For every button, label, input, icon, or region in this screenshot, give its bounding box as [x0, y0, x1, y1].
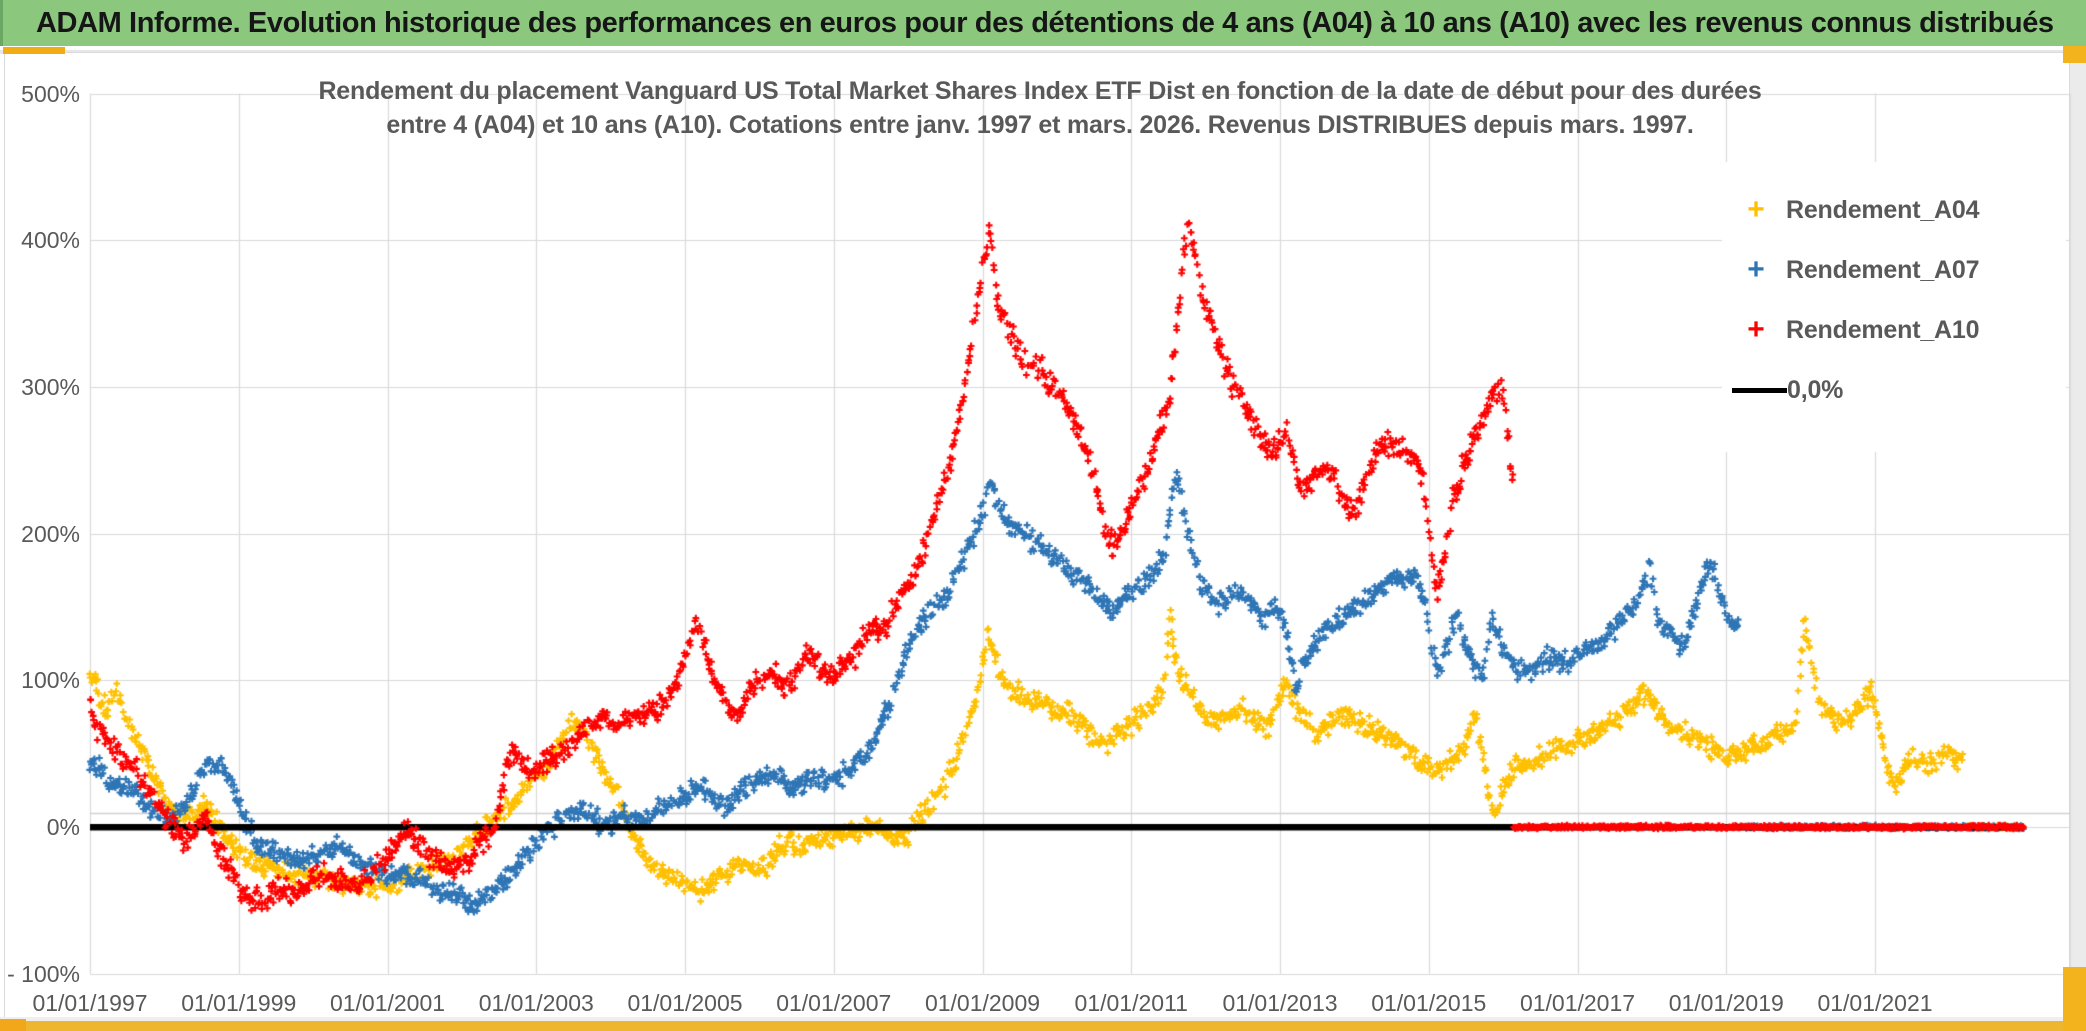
legend-item-rendement-a07[interactable]: + Rendement_A07 — [1726, 250, 2070, 290]
x-axis-tick-label: 01/01/2009 — [924, 990, 1041, 1016]
legend-label: 0,0% — [1787, 375, 1844, 404]
plus-marker-icon: + — [1747, 253, 1765, 286]
chart-title-line1: Rendement du placement Vanguard US Total… — [318, 77, 1762, 105]
legend-label: Rendement_A04 — [1786, 195, 1980, 224]
x-axis-tick-label: 01/01/2021 — [1817, 990, 1933, 1016]
x-axis-tick-label: 01/01/2001 — [329, 990, 446, 1016]
y-axis-tick-label: 100% — [21, 667, 80, 694]
y-axis-tick-label: 300% — [21, 373, 80, 400]
x-axis-tick-label: 01/01/2019 — [1668, 990, 1784, 1016]
y-axis-tick-label: 400% — [21, 227, 80, 254]
y-axis-tick-label: 200% — [21, 520, 80, 547]
x-axis-tick-label: 01/01/2017 — [1519, 990, 1636, 1016]
orange-accent-top-left — [3, 47, 65, 54]
y-axis-tick-label: - 100% — [7, 960, 80, 987]
chart-title-line2: entre 4 (A04) et 10 ans (A10). Cotations… — [386, 111, 1694, 139]
x-axis-tick-label: 01/01/2011 — [1074, 990, 1188, 1016]
y-axis-tick-label: 500% — [21, 80, 80, 107]
legend-label: Rendement_A10 — [1786, 315, 1980, 344]
plus-marker-icon: + — [1747, 313, 1765, 346]
orange-accent-bottom-right — [2063, 967, 2086, 1031]
chart-legend[interactable]: + Rendement_A04 + Rendement_A07 + Rendem… — [1726, 168, 2070, 448]
x-axis-tick-label: 01/01/2007 — [776, 990, 892, 1016]
legend-label: Rendement_A07 — [1786, 255, 1980, 284]
orange-accent-top-right — [2063, 46, 2086, 63]
chart-title: Rendement du placement Vanguard US Total… — [300, 74, 1780, 142]
x-axis-tick-label: 01/01/2015 — [1371, 990, 1487, 1016]
x-axis-tick-label: 01/01/2005 — [627, 990, 743, 1016]
x-axis-tick-label: 01/01/2003 — [478, 990, 594, 1016]
x-axis-tick-label: 01/01/1999 — [181, 990, 297, 1016]
plus-marker-icon: + — [1747, 193, 1765, 226]
y-axis-tick-label: 0% — [46, 814, 80, 840]
orange-accent-bottom-left — [0, 1019, 26, 1031]
orange-bottom-strip — [0, 1021, 2086, 1031]
legend-item-zero-line[interactable]: 0,0% — [1726, 370, 2070, 410]
x-axis-tick-label: 01/01/2013 — [1222, 990, 1338, 1016]
black-line-sample-icon — [1732, 387, 1787, 393]
x-axis-tick-label: 01/01/1997 — [32, 990, 148, 1016]
legend-item-rendement-a04[interactable]: + Rendement_A04 — [1726, 190, 2070, 230]
legend-item-rendement-a10[interactable]: + Rendement_A10 — [1726, 310, 2070, 350]
